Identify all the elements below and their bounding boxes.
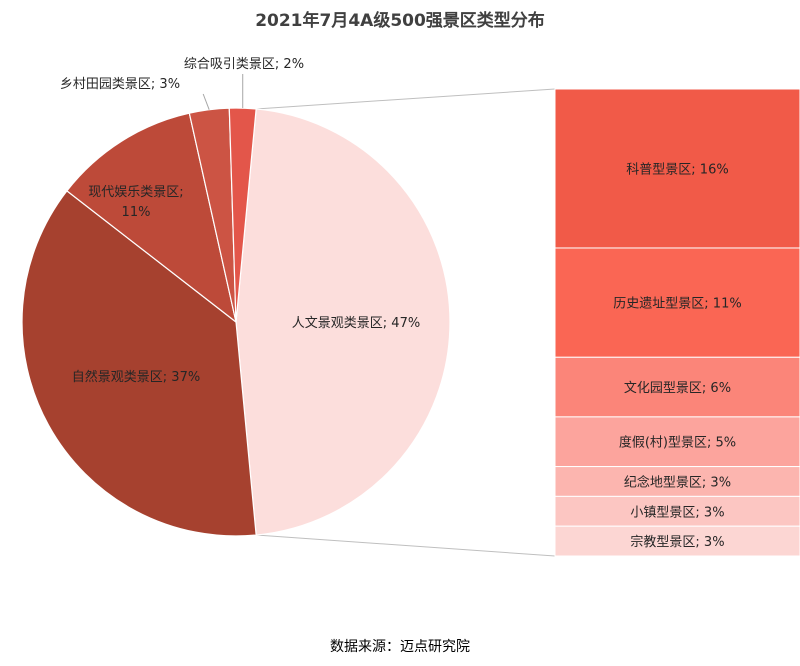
pie-label-现代娱乐类景区: 现代娱乐类景区; 11% — [88, 185, 183, 220]
bar-segment-历史遗址型景区 — [554, 247, 800, 358]
pie-slice-人文景观类景区 — [235, 108, 451, 536]
bar-segment-度假-村-型景区 — [554, 416, 800, 468]
bar-label-小镇型景区: 小镇型景区; 3% — [630, 505, 724, 520]
bar-segment-小镇型景区 — [554, 495, 800, 527]
bar-segment-宗教型景区 — [554, 525, 800, 557]
pie-slice-现代娱乐类景区 — [66, 112, 237, 324]
bar-label-历史遗址型景区: 历史遗址型景区; 11% — [613, 297, 741, 312]
bar-label-科普型景区: 科普型景区; 16% — [626, 162, 728, 177]
pie-slice-综合吸引类景区 — [228, 107, 257, 323]
bar-label-宗教型景区: 宗教型景区; 3% — [630, 534, 724, 550]
pie-label-人文景观类景区: 人文景观类景区; 47% — [292, 316, 420, 331]
bar-label-纪念地型景区: 纪念地型景区; 3% — [624, 474, 731, 490]
bar-label-度假-村-型景区: 度假(村)型景区; 5% — [619, 435, 736, 451]
bar-label-文化园型景区: 文化园型景区; 6% — [624, 381, 731, 396]
chart-title: 2021年7月4A级500强景区类型分布 — [255, 11, 545, 31]
pie-slice-自然景观类景区 — [21, 189, 257, 537]
connector-line-top — [256, 88, 556, 110]
connector-line-bottom — [256, 534, 556, 557]
pie-label-自然景观类景区: 自然景观类景区; 37% — [72, 369, 200, 385]
pie-label-综合吸引类景区: 综合吸引类景区; 2% — [184, 57, 304, 72]
leader-line-乡村田园类景区 — [202, 93, 210, 110]
pie-label-乡村田园类景区: 乡村田园类景区; 3% — [60, 77, 180, 92]
source-note: 数据来源：迈点研究院 — [330, 639, 470, 655]
bar-segment-文化园型景区 — [554, 356, 800, 418]
